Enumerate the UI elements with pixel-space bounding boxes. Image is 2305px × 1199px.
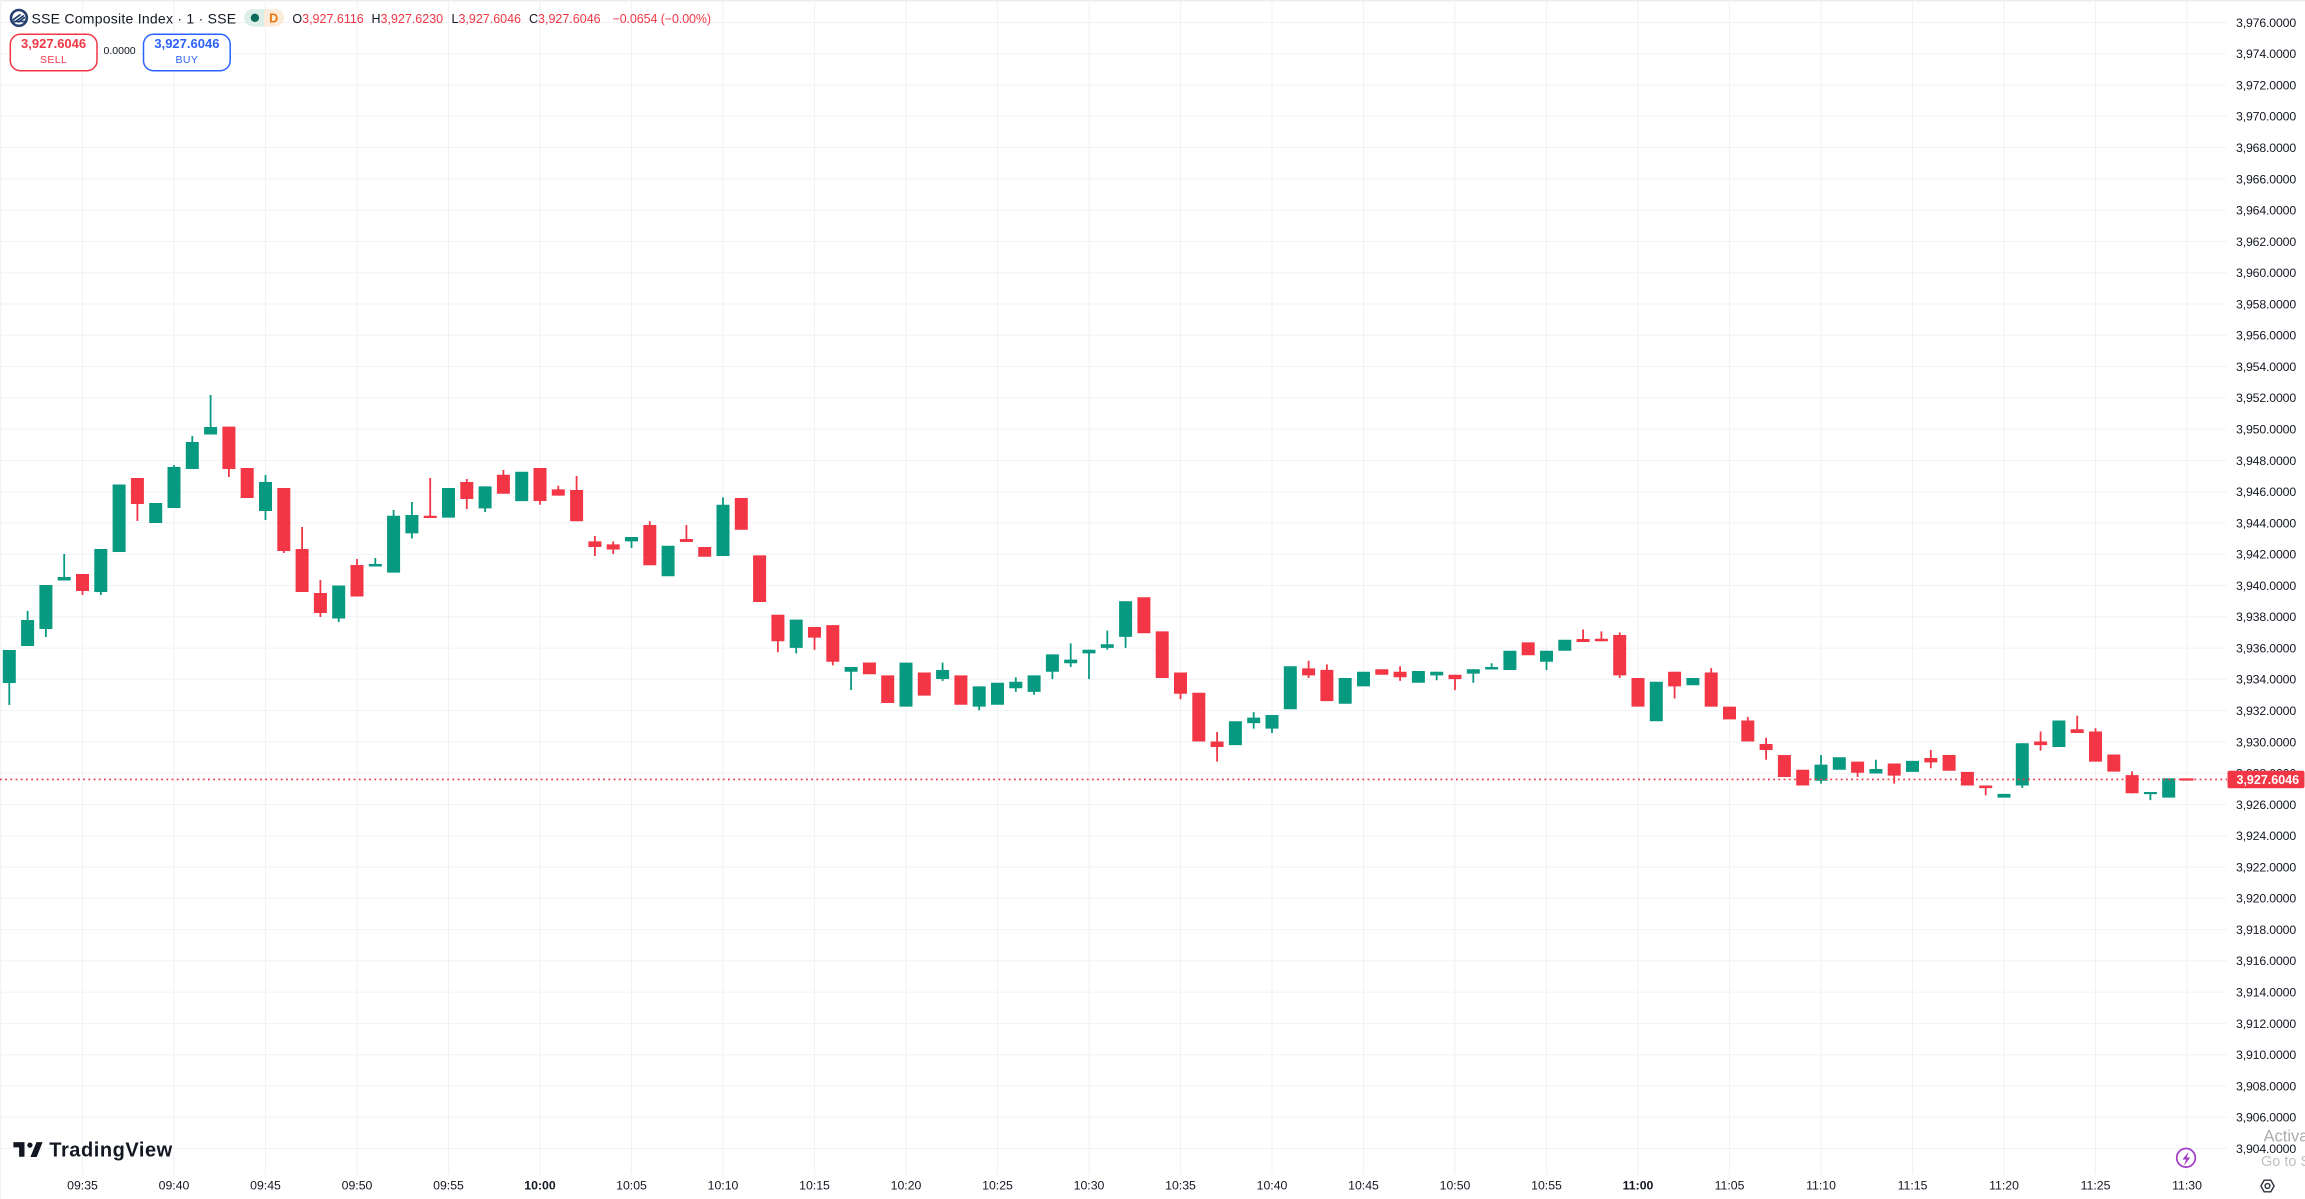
svg-text:10:10: 10:10 [708, 1179, 739, 1193]
svg-text:0.0000: 0.0000 [104, 45, 136, 57]
svg-text:3,920.0000: 3,920.0000 [2236, 892, 2296, 906]
svg-text:10:35: 10:35 [1165, 1179, 1196, 1193]
svg-text:11:15: 11:15 [1898, 1179, 1928, 1193]
svg-text:10:55: 10:55 [1531, 1179, 1562, 1193]
svg-text:D: D [269, 12, 278, 26]
svg-text:3,916.0000: 3,916.0000 [2236, 954, 2296, 968]
svg-text:3,936.0000: 3,936.0000 [2236, 642, 2296, 656]
svg-text:10:00: 10:00 [524, 1179, 556, 1193]
svg-text:3,960.0000: 3,960.0000 [2236, 266, 2296, 280]
svg-text:3,924.0000: 3,924.0000 [2236, 829, 2296, 843]
svg-text:3,927.6046: 3,927.6046 [21, 36, 86, 51]
svg-text:O3,927.6116: O3,927.6116 [292, 12, 363, 26]
svg-text:3,974.0000: 3,974.0000 [2236, 47, 2296, 61]
svg-text:−0.0654 (−0.00%): −0.0654 (−0.00%) [613, 12, 711, 26]
svg-text:3,930.0000: 3,930.0000 [2236, 735, 2296, 749]
svg-text:SELL: SELL [40, 54, 67, 66]
svg-text:10:25: 10:25 [982, 1179, 1013, 1193]
svg-text:3,922.0000: 3,922.0000 [2236, 860, 2296, 874]
svg-text:3,940.0000: 3,940.0000 [2236, 579, 2296, 593]
svg-text:11:05: 11:05 [1715, 1179, 1745, 1193]
svg-text:BUY: BUY [176, 54, 199, 66]
svg-text:3,952.0000: 3,952.0000 [2236, 391, 2296, 405]
svg-text:3,944.0000: 3,944.0000 [2236, 516, 2296, 530]
svg-text:Go to Settings: Go to Settings [2261, 1154, 2305, 1170]
svg-text:TradingView: TradingView [49, 1139, 173, 1161]
svg-text:3,954.0000: 3,954.0000 [2236, 360, 2296, 374]
svg-text:09:40: 09:40 [159, 1179, 190, 1193]
svg-text:10:30: 10:30 [1074, 1179, 1105, 1193]
svg-text:3,956.0000: 3,956.0000 [2236, 329, 2296, 343]
svg-text:C3,927.6046: C3,927.6046 [529, 12, 601, 26]
svg-text:3,927.6046: 3,927.6046 [2237, 773, 2300, 787]
svg-text:3,972.0000: 3,972.0000 [2236, 79, 2296, 93]
svg-text:Activate: Activate [2264, 1128, 2305, 1146]
svg-text:11:00: 11:00 [1623, 1179, 1654, 1193]
svg-text:11:20: 11:20 [1989, 1179, 2019, 1193]
svg-text:3,958.0000: 3,958.0000 [2236, 297, 2296, 311]
svg-text:3,966.0000: 3,966.0000 [2236, 172, 2296, 186]
svg-text:3,906.0000: 3,906.0000 [2236, 1111, 2296, 1125]
svg-text:09:35: 09:35 [67, 1179, 98, 1193]
svg-text:SSE Composite Index · 1 · SSE: SSE Composite Index · 1 · SSE [32, 10, 237, 26]
svg-text:3,910.0000: 3,910.0000 [2236, 1048, 2296, 1062]
svg-text:3,908.0000: 3,908.0000 [2236, 1079, 2296, 1093]
svg-text:3,946.0000: 3,946.0000 [2236, 485, 2296, 499]
svg-text:H3,927.6230: H3,927.6230 [372, 12, 444, 26]
svg-text:10:50: 10:50 [1440, 1179, 1471, 1193]
svg-text:3,927.6046: 3,927.6046 [154, 36, 219, 51]
svg-text:3,904.0000: 3,904.0000 [2236, 1142, 2296, 1156]
svg-text:10:05: 10:05 [616, 1179, 647, 1193]
svg-text:09:55: 09:55 [433, 1179, 464, 1193]
svg-text:3,964.0000: 3,964.0000 [2236, 204, 2296, 218]
svg-text:3,968.0000: 3,968.0000 [2236, 141, 2296, 155]
svg-text:10:20: 10:20 [891, 1179, 922, 1193]
svg-text:3,926.0000: 3,926.0000 [2236, 798, 2296, 812]
svg-text:3,934.0000: 3,934.0000 [2236, 673, 2296, 687]
svg-text:3,914.0000: 3,914.0000 [2236, 986, 2296, 1000]
svg-text:3,918.0000: 3,918.0000 [2236, 923, 2296, 937]
svg-text:11:10: 11:10 [1806, 1179, 1836, 1193]
svg-text:09:45: 09:45 [250, 1179, 281, 1193]
svg-text:3,950.0000: 3,950.0000 [2236, 423, 2296, 437]
svg-text:3,948.0000: 3,948.0000 [2236, 454, 2296, 468]
svg-text:10:45: 10:45 [1348, 1179, 1379, 1193]
svg-text:3,912.0000: 3,912.0000 [2236, 1017, 2296, 1031]
svg-text:3,942.0000: 3,942.0000 [2236, 548, 2296, 562]
svg-text:11:25: 11:25 [2081, 1179, 2111, 1193]
svg-text:11:30: 11:30 [2172, 1179, 2202, 1193]
svg-text:10:15: 10:15 [799, 1179, 830, 1193]
svg-text:L3,927.6046: L3,927.6046 [452, 12, 522, 26]
svg-text:3,932.0000: 3,932.0000 [2236, 704, 2296, 718]
svg-text:3,962.0000: 3,962.0000 [2236, 235, 2296, 249]
svg-text:3,938.0000: 3,938.0000 [2236, 610, 2296, 624]
svg-text:10:40: 10:40 [1257, 1179, 1288, 1193]
svg-text:09:50: 09:50 [342, 1179, 373, 1193]
svg-text:3,976.0000: 3,976.0000 [2236, 16, 2296, 30]
svg-text:3,970.0000: 3,970.0000 [2236, 110, 2296, 124]
